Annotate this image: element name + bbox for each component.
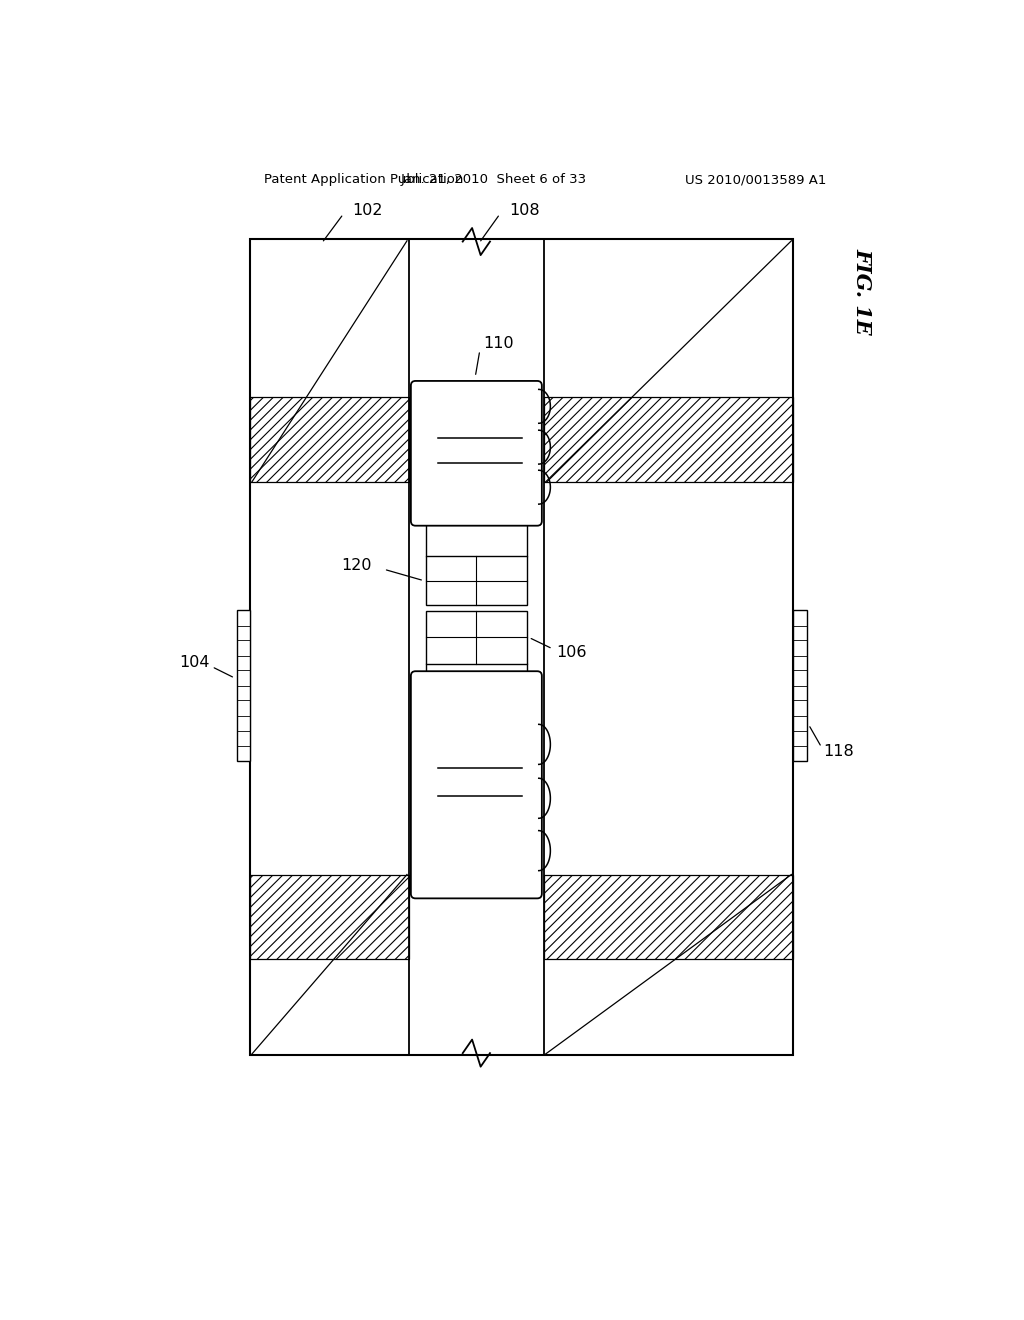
Text: 110: 110: [483, 337, 514, 351]
Bar: [544, 397, 793, 482]
Bar: [426, 557, 527, 605]
FancyBboxPatch shape: [411, 381, 542, 525]
Text: 104: 104: [179, 655, 209, 671]
Bar: [793, 610, 807, 760]
Bar: [251, 397, 409, 482]
Bar: [251, 875, 409, 960]
Bar: [544, 875, 793, 960]
Text: Patent Application Publication: Patent Application Publication: [263, 173, 463, 186]
Bar: [426, 611, 527, 664]
Bar: [251, 875, 409, 960]
Text: 118: 118: [823, 743, 854, 759]
Text: US 2010/0013589 A1: US 2010/0013589 A1: [685, 173, 826, 186]
Text: Jan. 21, 2010  Sheet 6 of 33: Jan. 21, 2010 Sheet 6 of 33: [400, 173, 587, 186]
Text: 120: 120: [342, 558, 372, 573]
Text: 108: 108: [509, 203, 540, 218]
Text: 102: 102: [352, 203, 383, 218]
Text: 106: 106: [556, 645, 587, 660]
Bar: [544, 875, 793, 960]
Bar: [237, 610, 251, 760]
Bar: [251, 239, 793, 1056]
FancyBboxPatch shape: [411, 671, 542, 899]
Bar: [251, 397, 409, 482]
Bar: [544, 397, 793, 482]
Text: FIG. 1E: FIG. 1E: [853, 248, 872, 334]
